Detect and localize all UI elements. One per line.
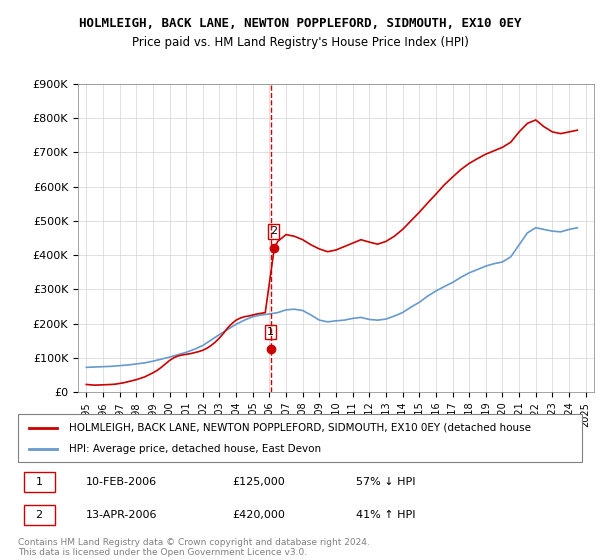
Text: 1: 1: [35, 477, 43, 487]
Text: 10-FEB-2006: 10-FEB-2006: [86, 477, 157, 487]
Text: Contains HM Land Registry data © Crown copyright and database right 2024.
This d: Contains HM Land Registry data © Crown c…: [18, 538, 370, 557]
Text: HOLMLEIGH, BACK LANE, NEWTON POPPLEFORD, SIDMOUTH, EX10 0EY (detached house: HOLMLEIGH, BACK LANE, NEWTON POPPLEFORD,…: [69, 423, 531, 433]
FancyBboxPatch shape: [23, 472, 55, 492]
Text: 41% ↑ HPI: 41% ↑ HPI: [356, 510, 416, 520]
Text: £420,000: £420,000: [232, 510, 285, 520]
Text: 57% ↓ HPI: 57% ↓ HPI: [356, 477, 416, 487]
Text: Price paid vs. HM Land Registry's House Price Index (HPI): Price paid vs. HM Land Registry's House …: [131, 36, 469, 49]
FancyBboxPatch shape: [18, 414, 582, 462]
Text: 2: 2: [35, 510, 43, 520]
FancyBboxPatch shape: [23, 505, 55, 525]
Text: HPI: Average price, detached house, East Devon: HPI: Average price, detached house, East…: [69, 444, 321, 454]
Text: HOLMLEIGH, BACK LANE, NEWTON POPPLEFORD, SIDMOUTH, EX10 0EY: HOLMLEIGH, BACK LANE, NEWTON POPPLEFORD,…: [79, 17, 521, 30]
Text: £125,000: £125,000: [232, 477, 285, 487]
Text: 13-APR-2006: 13-APR-2006: [86, 510, 157, 520]
Text: 2: 2: [270, 226, 277, 236]
Text: 1: 1: [267, 327, 274, 337]
